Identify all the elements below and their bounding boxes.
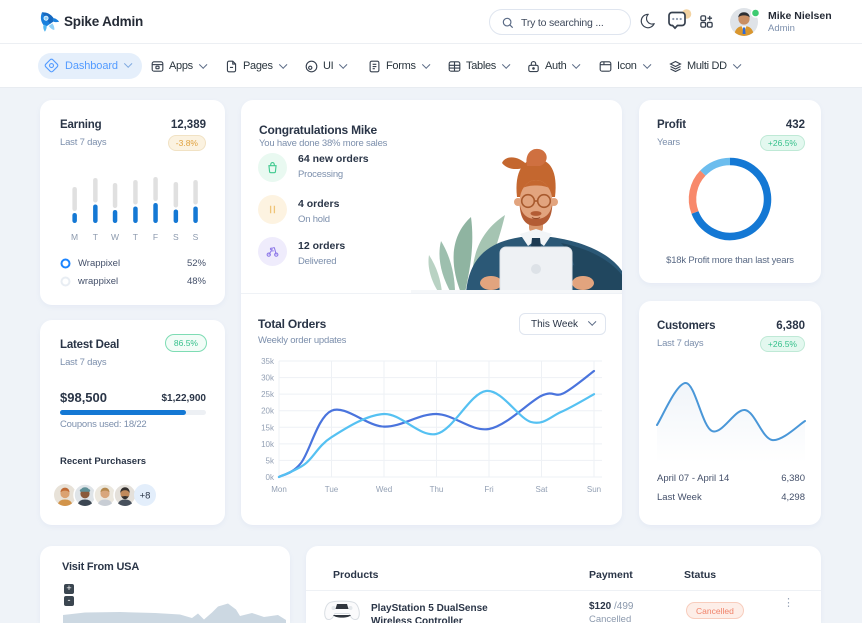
svg-text:Mon: Mon bbox=[271, 485, 287, 494]
svg-text:Thu: Thu bbox=[430, 485, 444, 494]
svg-text:5k: 5k bbox=[266, 456, 275, 465]
svg-text:15k: 15k bbox=[261, 423, 275, 432]
svg-text:0k: 0k bbox=[266, 473, 275, 482]
svg-text:+8: +8 bbox=[140, 491, 151, 502]
svg-text:F: F bbox=[153, 232, 158, 242]
svg-text:Sun: Sun bbox=[587, 485, 601, 494]
svg-text:M: M bbox=[71, 232, 78, 242]
svg-text:S: S bbox=[173, 232, 179, 242]
svg-text:25k: 25k bbox=[261, 390, 275, 399]
svg-text:35k: 35k bbox=[261, 357, 275, 366]
svg-text:30k: 30k bbox=[261, 374, 275, 383]
svg-text:T: T bbox=[93, 232, 98, 242]
svg-text:S: S bbox=[193, 232, 199, 242]
svg-text:T: T bbox=[133, 232, 138, 242]
svg-text:W: W bbox=[111, 232, 119, 242]
svg-text:10k: 10k bbox=[261, 440, 275, 449]
svg-text:Tue: Tue bbox=[325, 485, 339, 494]
svg-text:Wed: Wed bbox=[376, 485, 392, 494]
svg-text:Fri: Fri bbox=[484, 485, 494, 494]
svg-text:20k: 20k bbox=[261, 407, 275, 416]
svg-text:Sat: Sat bbox=[535, 485, 548, 494]
